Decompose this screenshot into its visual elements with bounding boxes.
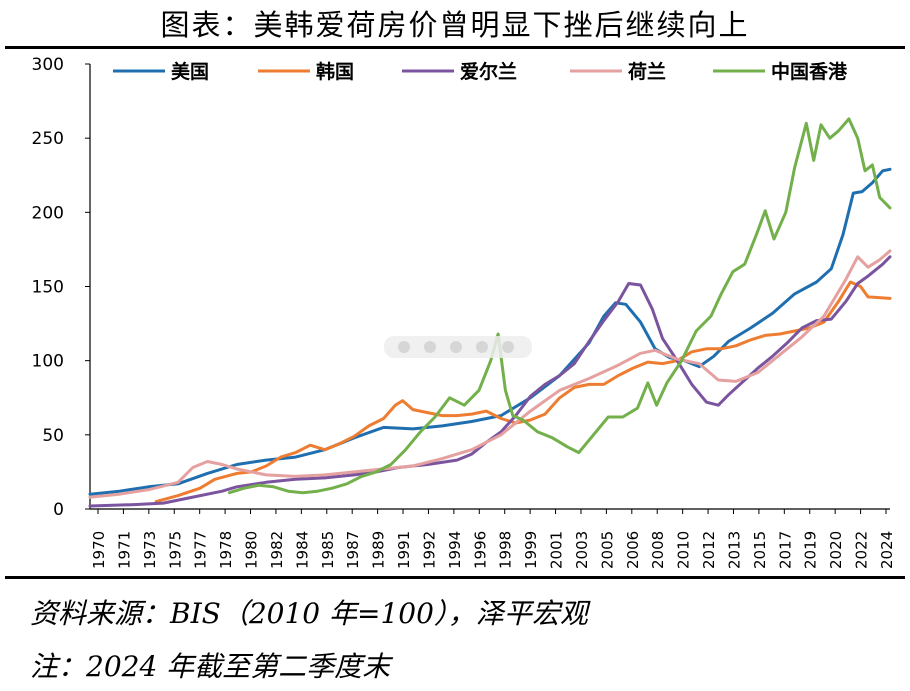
x-tick-label: 2001 [548, 531, 566, 569]
footnote: 注：2024 年截至第二季度末 [30, 650, 391, 683]
x-tick-label: 2008 [649, 531, 667, 569]
x-tick-label: 2013 [725, 531, 743, 569]
series-line-4 [227, 117, 892, 495]
x-tick-label: 1989 [370, 531, 388, 569]
x-tick-label: 2006 [624, 531, 642, 569]
x-tick-label: 1980 [243, 531, 261, 569]
series-line-2 [88, 255, 892, 508]
series-line-3 [88, 249, 892, 499]
x-tick-label: 1996 [471, 531, 489, 569]
line-chart: 0 50 100 150 200 250 300 1970 1971 1973 1975 1977 19… [32, 55, 896, 569]
chart-series [88, 117, 892, 508]
source-note: 资料来源：BIS（2010 年=100），泽平宏观 [30, 597, 588, 630]
x-tick-label: 2015 [751, 531, 769, 569]
y-tick-label: 250 [32, 129, 64, 149]
y-tick-label: 0 [53, 500, 64, 520]
x-tick-label: 1971 [115, 531, 133, 569]
x-tick-label: 2019 [802, 531, 820, 569]
chart-legend: 美国 韩国 爱尔兰 荷兰 中国香港 [113, 60, 848, 83]
x-tick-label: 1992 [420, 531, 438, 569]
x-tick-label: 1973 [141, 531, 159, 569]
x-tick-label: 1984 [293, 531, 311, 569]
chart-axes: 0 50 100 150 200 250 300 1970 1971 1973 1975 1977 19… [32, 55, 896, 569]
legend-label-0: 美国 [171, 60, 209, 83]
legend-label-1: 韩国 [316, 60, 354, 83]
x-tick-label: 2017 [776, 531, 794, 569]
x-tick-label: 1978 [217, 531, 235, 569]
legend-label-3: 荷兰 [628, 60, 666, 83]
x-tick-label: 1991 [395, 531, 413, 569]
series-line-0 [88, 167, 892, 496]
x-tick-label: 2005 [598, 531, 616, 569]
x-tick-label: 1970 [90, 531, 108, 569]
x-tick-label: 2003 [573, 531, 591, 569]
y-tick-label: 100 [32, 352, 64, 372]
y-tick-label: 200 [32, 203, 64, 223]
legend-label-2: 爱尔兰 [460, 60, 517, 83]
x-tick-label: 1998 [497, 531, 515, 569]
top-rule [5, 46, 905, 49]
series-line-1 [154, 280, 892, 504]
x-tick-label: 1987 [344, 531, 362, 569]
x-tick-label: 1994 [446, 531, 464, 569]
legend-label-4: 中国香港 [771, 60, 848, 83]
x-tick-label: 2020 [827, 531, 845, 569]
x-tick-label: 1975 [166, 531, 184, 569]
y-tick-label: 300 [32, 55, 64, 75]
x-tick-label: 1982 [268, 531, 286, 569]
x-tick-label: 2024 [878, 531, 896, 569]
bottom-rule [5, 576, 905, 579]
x-tick-label: 1985 [319, 531, 337, 569]
x-tick-label: 2010 [675, 531, 693, 569]
watermark-blur [384, 336, 532, 358]
y-tick-label: 150 [32, 278, 64, 298]
x-tick-label: 1977 [192, 531, 210, 569]
x-tick-label: 2012 [700, 531, 718, 569]
y-tick-label: 50 [42, 426, 64, 446]
chart-title: 图表：美韩爱荷房价曾明显下挫后继续向上 [160, 8, 750, 42]
x-tick-label: 2022 [853, 531, 871, 569]
x-tick-label: 1999 [522, 531, 540, 569]
